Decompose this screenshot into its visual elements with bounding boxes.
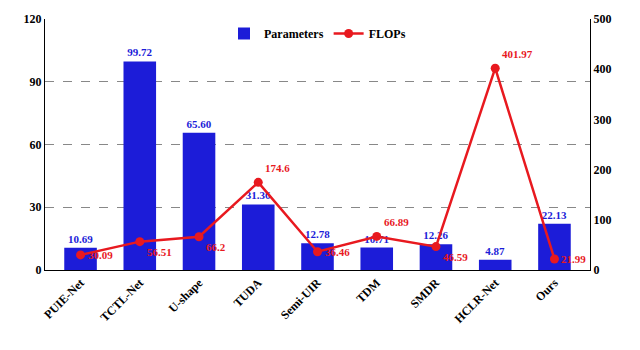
- svg-text:120: 120: [24, 12, 42, 26]
- svg-text:TCTL-Net: TCTL-Net: [98, 276, 147, 325]
- svg-text:56.51: 56.51: [147, 246, 172, 258]
- svg-text:30: 30: [30, 200, 42, 214]
- svg-text:66.2: 66.2: [206, 241, 226, 253]
- svg-text:FLOPs: FLOPs: [369, 27, 406, 41]
- svg-text:4.87: 4.87: [485, 245, 505, 257]
- svg-text:30.09: 30.09: [88, 249, 113, 261]
- svg-text:0: 0: [593, 263, 599, 277]
- svg-text:65.60: 65.60: [186, 118, 211, 130]
- svg-text:174.6: 174.6: [265, 162, 290, 174]
- svg-text:Semi-UIR: Semi-UIR: [278, 276, 324, 322]
- svg-text:10.71: 10.71: [364, 233, 389, 245]
- svg-text:100: 100: [593, 213, 611, 227]
- svg-text:21.99: 21.99: [561, 253, 586, 265]
- svg-text:12.26: 12.26: [423, 229, 448, 241]
- svg-text:300: 300: [593, 113, 611, 127]
- svg-text:22.13: 22.13: [542, 209, 567, 221]
- svg-text:TDM: TDM: [353, 276, 383, 306]
- svg-text:SMDR: SMDR: [407, 276, 442, 311]
- svg-text:66.89: 66.89: [384, 216, 409, 228]
- svg-text:Ours: Ours: [533, 276, 562, 305]
- svg-text:HCLR-Net: HCLR-Net: [452, 276, 502, 326]
- svg-text:46.59: 46.59: [443, 251, 468, 263]
- svg-text:401.97: 401.97: [502, 48, 533, 60]
- svg-text:PUIE-Net: PUIE-Net: [41, 276, 87, 322]
- svg-text:99.72: 99.72: [127, 46, 152, 58]
- svg-text:400: 400: [593, 62, 611, 76]
- svg-text:12.78: 12.78: [305, 228, 330, 240]
- svg-text:200: 200: [593, 163, 611, 177]
- svg-text:500: 500: [593, 12, 611, 26]
- svg-text:0: 0: [36, 263, 42, 277]
- svg-text:U-shape: U-shape: [166, 275, 206, 315]
- svg-text:90: 90: [30, 75, 42, 89]
- svg-text:TUDA: TUDA: [231, 276, 265, 310]
- svg-text:31.36: 31.36: [246, 189, 271, 201]
- svg-text:60: 60: [30, 138, 42, 152]
- svg-text:10.69: 10.69: [68, 233, 93, 245]
- svg-text:Parameters: Parameters: [264, 27, 324, 41]
- svg-text:36.46: 36.46: [325, 246, 350, 258]
